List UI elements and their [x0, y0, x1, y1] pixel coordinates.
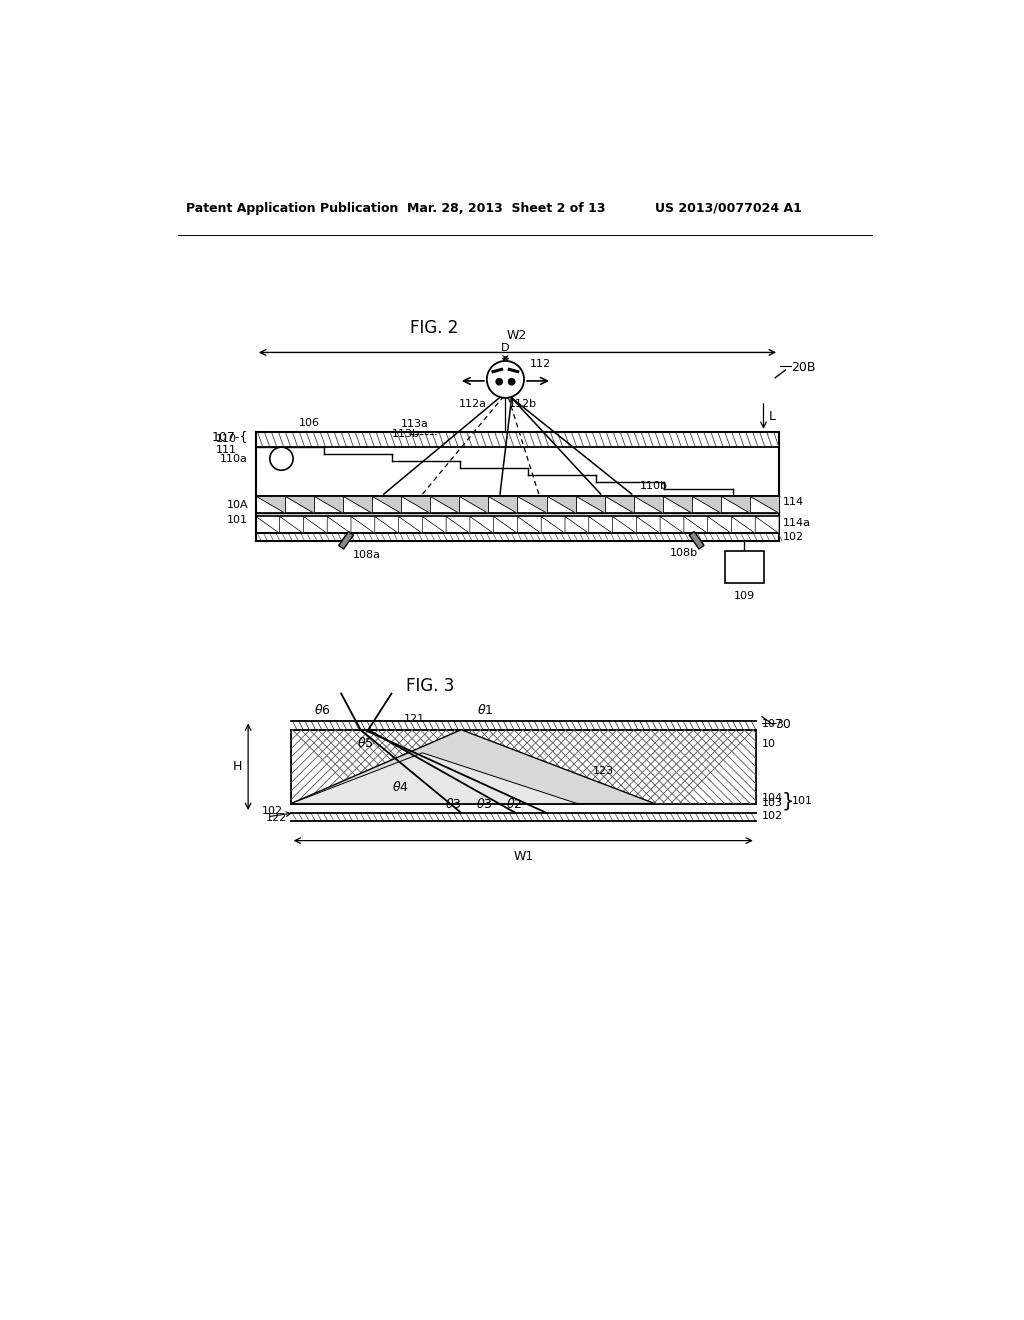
Text: W1: W1: [513, 850, 534, 863]
Text: 110a: 110a: [220, 454, 248, 463]
Text: 103: 103: [762, 797, 783, 808]
Polygon shape: [285, 496, 314, 512]
Polygon shape: [351, 516, 375, 533]
Polygon shape: [708, 516, 731, 533]
Text: 109: 109: [733, 591, 755, 601]
Text: $\theta$1: $\theta$1: [477, 702, 494, 717]
Polygon shape: [291, 730, 655, 804]
Polygon shape: [692, 496, 721, 512]
Polygon shape: [517, 496, 547, 512]
Polygon shape: [291, 752, 578, 804]
Text: 111: 111: [215, 445, 237, 455]
Polygon shape: [731, 516, 756, 533]
Text: Patent Application Publication: Patent Application Publication: [186, 202, 398, 215]
Text: 106: 106: [299, 418, 319, 428]
Text: 112a: 112a: [459, 400, 486, 409]
Polygon shape: [446, 516, 470, 533]
Bar: [725, 552, 764, 583]
Text: H: H: [232, 760, 242, 774]
Text: L: L: [769, 409, 776, 422]
Text: 101: 101: [792, 796, 812, 807]
Polygon shape: [339, 532, 353, 549]
Text: $\theta$3: $\theta$3: [476, 797, 493, 812]
Polygon shape: [328, 516, 351, 533]
Polygon shape: [430, 496, 460, 512]
Text: 30: 30: [775, 718, 791, 731]
Polygon shape: [634, 496, 663, 512]
Polygon shape: [372, 496, 401, 512]
Text: 121: 121: [404, 714, 425, 723]
Text: 102: 102: [783, 532, 804, 543]
Circle shape: [496, 378, 503, 385]
Text: 112: 112: [530, 359, 551, 370]
Text: 113b: 113b: [391, 429, 420, 440]
Circle shape: [270, 447, 293, 470]
Polygon shape: [460, 496, 488, 512]
Text: 123: 123: [593, 766, 614, 776]
Polygon shape: [375, 516, 398, 533]
Polygon shape: [750, 496, 779, 512]
Polygon shape: [565, 516, 589, 533]
Text: 107-{: 107-{: [212, 430, 248, 444]
Text: 108a: 108a: [352, 550, 381, 560]
Text: 114: 114: [783, 496, 804, 507]
Polygon shape: [636, 516, 660, 533]
Text: }: }: [781, 792, 794, 810]
Polygon shape: [663, 496, 692, 512]
Polygon shape: [303, 516, 328, 533]
Polygon shape: [547, 496, 575, 512]
Polygon shape: [401, 496, 430, 512]
Polygon shape: [398, 516, 422, 533]
Polygon shape: [314, 496, 343, 512]
Polygon shape: [256, 496, 285, 512]
Polygon shape: [256, 516, 280, 533]
Text: 108b: 108b: [670, 548, 697, 558]
Text: 10A: 10A: [226, 499, 248, 510]
Polygon shape: [684, 516, 708, 533]
Text: $\theta$4: $\theta$4: [391, 780, 409, 793]
Polygon shape: [470, 516, 494, 533]
Text: 107: 107: [762, 718, 783, 729]
Text: 114a: 114a: [783, 517, 811, 528]
Polygon shape: [280, 516, 303, 533]
Text: 112b: 112b: [509, 400, 538, 409]
Polygon shape: [494, 516, 517, 533]
Polygon shape: [756, 516, 779, 533]
Polygon shape: [488, 496, 517, 512]
Text: 102: 102: [762, 810, 783, 821]
Polygon shape: [575, 496, 604, 512]
Text: Mar. 28, 2013  Sheet 2 of 13: Mar. 28, 2013 Sheet 2 of 13: [407, 202, 605, 215]
Text: $\theta$3: $\theta$3: [445, 797, 462, 812]
Text: $\theta$6: $\theta$6: [314, 702, 331, 717]
Text: W2: W2: [507, 329, 527, 342]
Circle shape: [508, 378, 515, 385]
Text: 101: 101: [227, 515, 248, 525]
Text: 110: 110: [215, 434, 237, 444]
Polygon shape: [660, 516, 684, 533]
Polygon shape: [721, 496, 750, 512]
Polygon shape: [542, 516, 565, 533]
Text: 113a: 113a: [400, 418, 429, 429]
Text: 110b: 110b: [640, 482, 668, 491]
Text: 102: 102: [262, 807, 283, 816]
Text: $\theta$5: $\theta$5: [356, 737, 373, 750]
Polygon shape: [422, 516, 446, 533]
Circle shape: [486, 360, 524, 397]
Text: 122: 122: [265, 813, 287, 824]
Text: D: D: [501, 343, 510, 354]
Text: 10: 10: [762, 739, 776, 748]
Polygon shape: [589, 516, 612, 533]
Polygon shape: [612, 516, 636, 533]
Polygon shape: [604, 496, 634, 512]
Text: 104: 104: [762, 793, 783, 804]
Polygon shape: [689, 532, 705, 549]
Polygon shape: [517, 516, 542, 533]
Text: FIG. 3: FIG. 3: [407, 677, 455, 694]
Text: FIG. 2: FIG. 2: [410, 319, 459, 337]
Text: US 2013/0077024 A1: US 2013/0077024 A1: [655, 202, 802, 215]
Polygon shape: [343, 496, 372, 512]
Text: 20B: 20B: [791, 362, 815, 375]
Text: $\theta$2: $\theta$2: [506, 797, 522, 812]
